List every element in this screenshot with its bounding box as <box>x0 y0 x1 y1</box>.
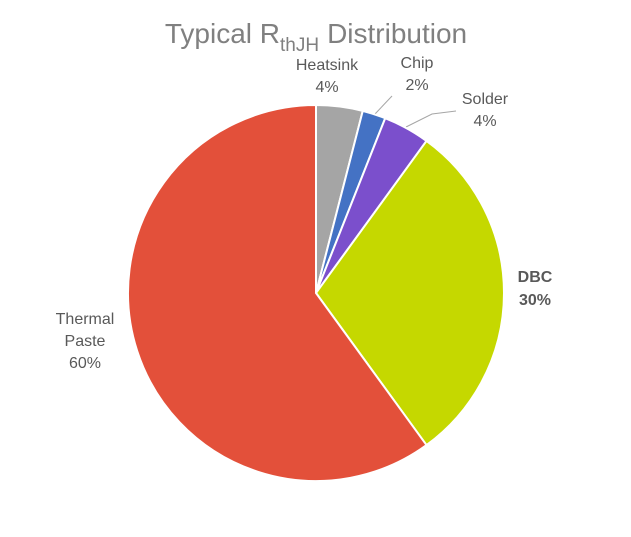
value-label: 4% <box>473 113 496 130</box>
value-label: 30% <box>519 292 551 309</box>
title-main: Typical R <box>165 18 280 49</box>
slice-label: DBC <box>518 269 553 286</box>
title-subscript: thJH <box>280 35 319 56</box>
leader-line <box>405 110 457 128</box>
title-rest: Distribution <box>327 18 467 49</box>
slice-label: Heatsink <box>296 57 359 74</box>
pie-slice <box>127 103 428 482</box>
value-label: 2% <box>405 77 428 94</box>
slices <box>127 103 505 482</box>
chart-title: Typical RthJH Distribution <box>165 18 467 56</box>
value-label: 4% <box>315 79 338 96</box>
leader-line <box>374 95 393 115</box>
pie-slice <box>314 139 505 447</box>
slice-label: Thermal Paste <box>56 311 115 350</box>
labels: Heatsink 4% Chip 2% Solder 4% DBC 30% Thermal Pas… <box>56 55 553 372</box>
value-label: 60% <box>69 355 101 372</box>
slice-label: Solder <box>462 91 509 108</box>
slice-label: Chip <box>401 55 434 72</box>
